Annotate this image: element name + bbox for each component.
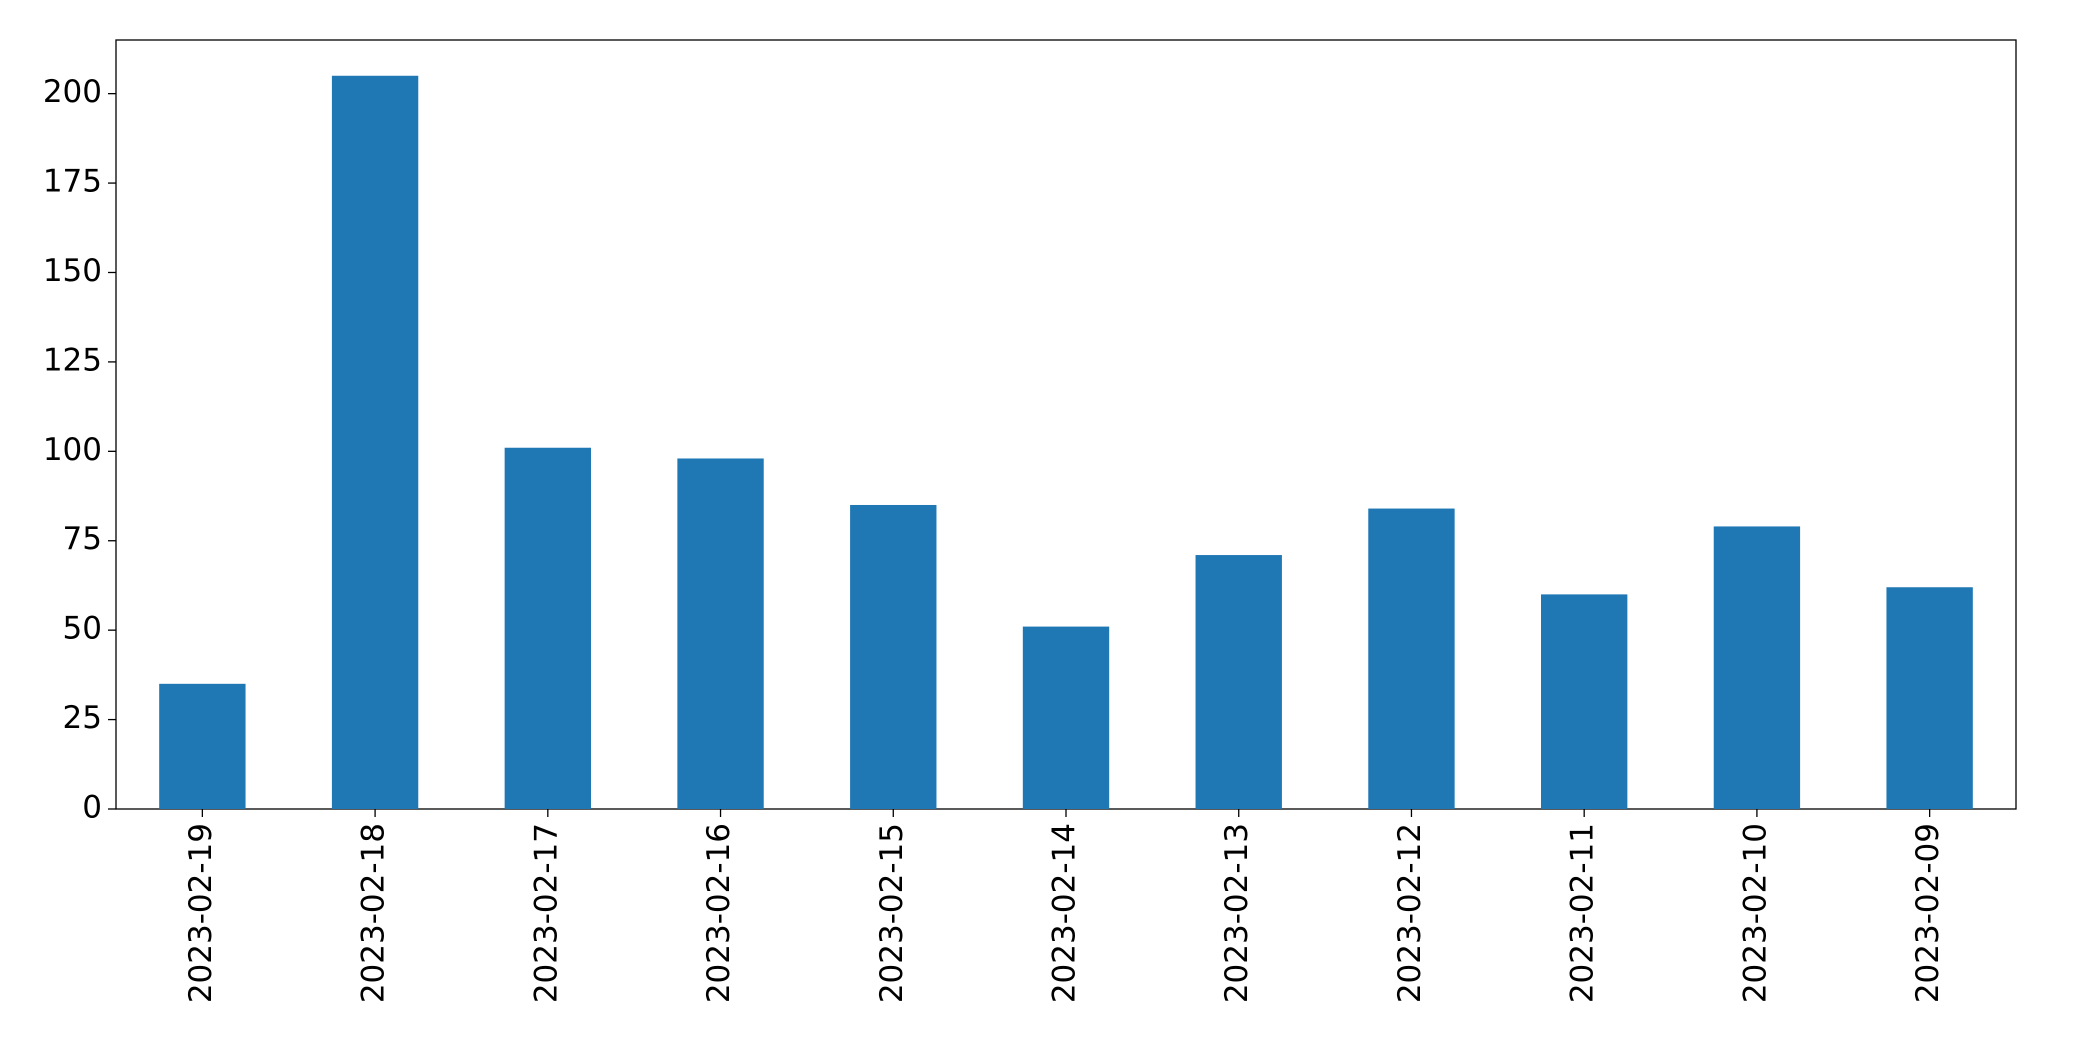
x-tick-label: 2023-02-19 [183, 823, 219, 1003]
y-tick-label: 75 [63, 521, 102, 557]
bar [1022, 626, 1110, 809]
y-tick-label: 100 [43, 432, 102, 468]
y-tick-label: 175 [43, 164, 102, 200]
x-tick-label: 2023-02-18 [356, 823, 392, 1003]
bar [1541, 594, 1628, 809]
x-tick-label: 2023-02-10 [1737, 823, 1773, 1003]
x-tick-label: 2023-02-17 [528, 823, 564, 1003]
x-tick-label: 2023-02-15 [874, 823, 910, 1003]
bar [1195, 555, 1282, 809]
y-tick-label: 25 [63, 700, 102, 736]
bar [504, 447, 591, 809]
x-tick-label: 2023-02-14 [1047, 823, 1083, 1003]
y-tick-label: 125 [43, 342, 102, 378]
x-tick-label: 2023-02-16 [701, 823, 737, 1003]
bar [1886, 587, 1973, 809]
bar [677, 458, 764, 809]
x-tick-label: 2023-02-09 [1910, 823, 1946, 1003]
y-tick-label: 50 [63, 611, 102, 647]
x-tick-label: 2023-02-13 [1219, 823, 1255, 1003]
bar [159, 683, 246, 809]
bar [1713, 526, 1801, 809]
bar [850, 504, 937, 809]
y-tick-label: 0 [82, 790, 102, 826]
bar [331, 75, 419, 809]
bar [1368, 508, 1455, 809]
y-tick-label: 150 [43, 253, 102, 289]
x-tick-label: 2023-02-11 [1565, 823, 1601, 1003]
y-tick-label: 200 [43, 74, 102, 110]
x-tick-label: 2023-02-12 [1392, 823, 1428, 1003]
